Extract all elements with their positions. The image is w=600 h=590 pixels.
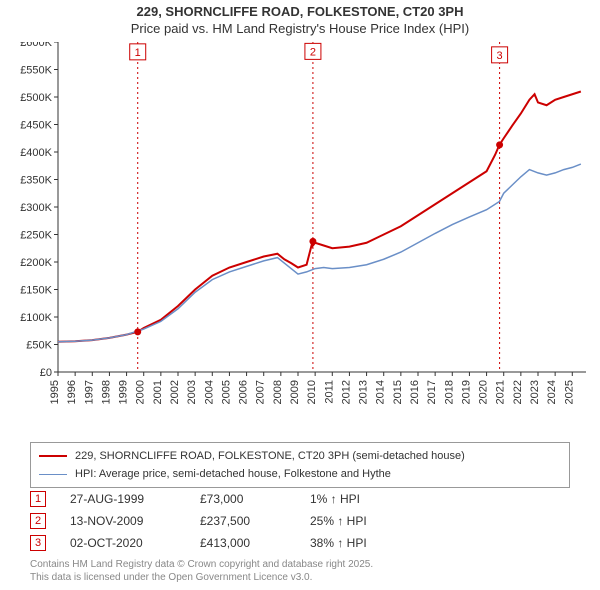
sale-price: £73,000: [200, 492, 310, 506]
x-tick-label: 2009: [289, 380, 301, 404]
sale-row-marker: 3: [30, 535, 46, 551]
y-tick-label: £500K: [20, 92, 52, 104]
chart-container: 229, SHORNCLIFFE ROAD, FOLKESTONE, CT20 …: [0, 0, 600, 590]
x-tick-label: 2000: [135, 380, 147, 404]
title-line2: Price paid vs. HM Land Registry's House …: [0, 21, 600, 36]
y-tick-label: £550K: [20, 65, 52, 77]
title-block: 229, SHORNCLIFFE ROAD, FOLKESTONE, CT20 …: [0, 0, 600, 36]
chart-svg: £0 £50K £100K £150K £200K £250K £300K £350K £400…: [6, 42, 594, 432]
x-tick-label: 2019: [460, 380, 472, 404]
y-tick-label: £50K: [26, 340, 52, 352]
sale-dot: [496, 141, 503, 148]
sale-date: 27-AUG-1999: [70, 492, 200, 506]
legend-text: HPI: Average price, semi-detached house,…: [75, 468, 391, 480]
y-tick-label: £300K: [20, 202, 52, 214]
sale-row: 3 02-OCT-2020£413,00038% ↑ HPI: [30, 532, 470, 554]
sale-row-marker: 2: [30, 513, 46, 529]
x-tick-label: 2017: [426, 380, 438, 404]
x-tick-label: 2003: [186, 380, 198, 404]
x-tick-label: 2012: [340, 380, 352, 404]
x-tick-label: 2010: [306, 380, 318, 404]
sale-marker-label: 1: [135, 47, 141, 59]
sale-dot: [309, 238, 316, 245]
y-tick-label: £0: [40, 367, 52, 379]
y-tick-label: £250K: [20, 230, 52, 242]
y-tick-label: £450K: [20, 120, 52, 132]
legend-row: HPI: Average price, semi-detached house,…: [39, 465, 561, 483]
x-tick-label: 2004: [203, 380, 215, 404]
sale-price: £237,500: [200, 514, 310, 528]
x-tick-label: 2001: [152, 380, 164, 404]
x-tick-label: 1999: [118, 380, 130, 404]
sale-row: 1 27-AUG-1999£73,0001% ↑ HPI: [30, 488, 470, 510]
x-tick-label: 1998: [100, 380, 112, 404]
sale-date: 02-OCT-2020: [70, 536, 200, 550]
legend-swatch: [39, 455, 67, 457]
sale-date: 13-NOV-2009: [70, 514, 200, 528]
sale-marker-label: 3: [497, 50, 503, 62]
series-hpi: [58, 164, 581, 342]
chart-area: £0 £50K £100K £150K £200K £250K £300K £350K £400…: [6, 42, 594, 432]
sale-marker-label: 2: [310, 46, 316, 58]
footer-line1: Contains HM Land Registry data © Crown c…: [30, 558, 373, 571]
y-tick-label: £100K: [20, 312, 52, 324]
title-line1: 229, SHORNCLIFFE ROAD, FOLKESTONE, CT20 …: [0, 4, 600, 19]
x-tick-label: 2024: [546, 380, 558, 404]
x-tick-label: 1996: [66, 380, 78, 404]
legend-row: 229, SHORNCLIFFE ROAD, FOLKESTONE, CT20 …: [39, 447, 561, 465]
footer-attribution: Contains HM Land Registry data © Crown c…: [30, 558, 373, 584]
footer-line2: This data is licensed under the Open Gov…: [30, 571, 373, 584]
x-tick-label: 2005: [220, 380, 232, 404]
y-tick-label: £200K: [20, 257, 52, 269]
y-tick-label: £600K: [20, 42, 52, 49]
y-tick-label: £150K: [20, 285, 52, 297]
series-price_paid: [58, 92, 581, 342]
x-tick-label: 2018: [443, 380, 455, 404]
legend-text: 229, SHORNCLIFFE ROAD, FOLKESTONE, CT20 …: [75, 450, 465, 462]
sale-dot: [134, 328, 141, 335]
x-tick-label: 2013: [358, 380, 370, 404]
sale-pct: 1% ↑ HPI: [310, 492, 470, 506]
x-tick-label: 2008: [272, 380, 284, 404]
x-tick-label: 2020: [478, 380, 490, 404]
sale-pct: 38% ↑ HPI: [310, 536, 470, 550]
sale-row: 2 13-NOV-2009£237,50025% ↑ HPI: [30, 510, 470, 532]
y-tick-label: £350K: [20, 175, 52, 187]
sale-price: £413,000: [200, 536, 310, 550]
sale-row-marker: 1: [30, 491, 46, 507]
x-tick-label: 1997: [83, 380, 95, 404]
x-tick-label: 2015: [392, 380, 404, 404]
x-tick-label: 2014: [375, 380, 387, 404]
y-tick-label: £400K: [20, 147, 52, 159]
x-tick-label: 2021: [495, 380, 507, 404]
x-tick-label: 2006: [238, 380, 250, 404]
x-tick-label: 2007: [255, 380, 267, 404]
x-tick-label: 2002: [169, 380, 181, 404]
legend-swatch: [39, 474, 67, 475]
x-tick-label: 1995: [49, 380, 61, 404]
sales-table: 1 27-AUG-1999£73,0001% ↑ HPI 2 13-NOV-2009£…: [30, 488, 470, 554]
x-tick-label: 2025: [563, 380, 575, 404]
x-tick-label: 2022: [512, 380, 524, 404]
x-tick-label: 2023: [529, 380, 541, 404]
sale-pct: 25% ↑ HPI: [310, 514, 470, 528]
x-tick-label: 2016: [409, 380, 421, 404]
x-tick-label: 2011: [323, 380, 335, 404]
legend-box: 229, SHORNCLIFFE ROAD, FOLKESTONE, CT20 …: [30, 442, 570, 488]
